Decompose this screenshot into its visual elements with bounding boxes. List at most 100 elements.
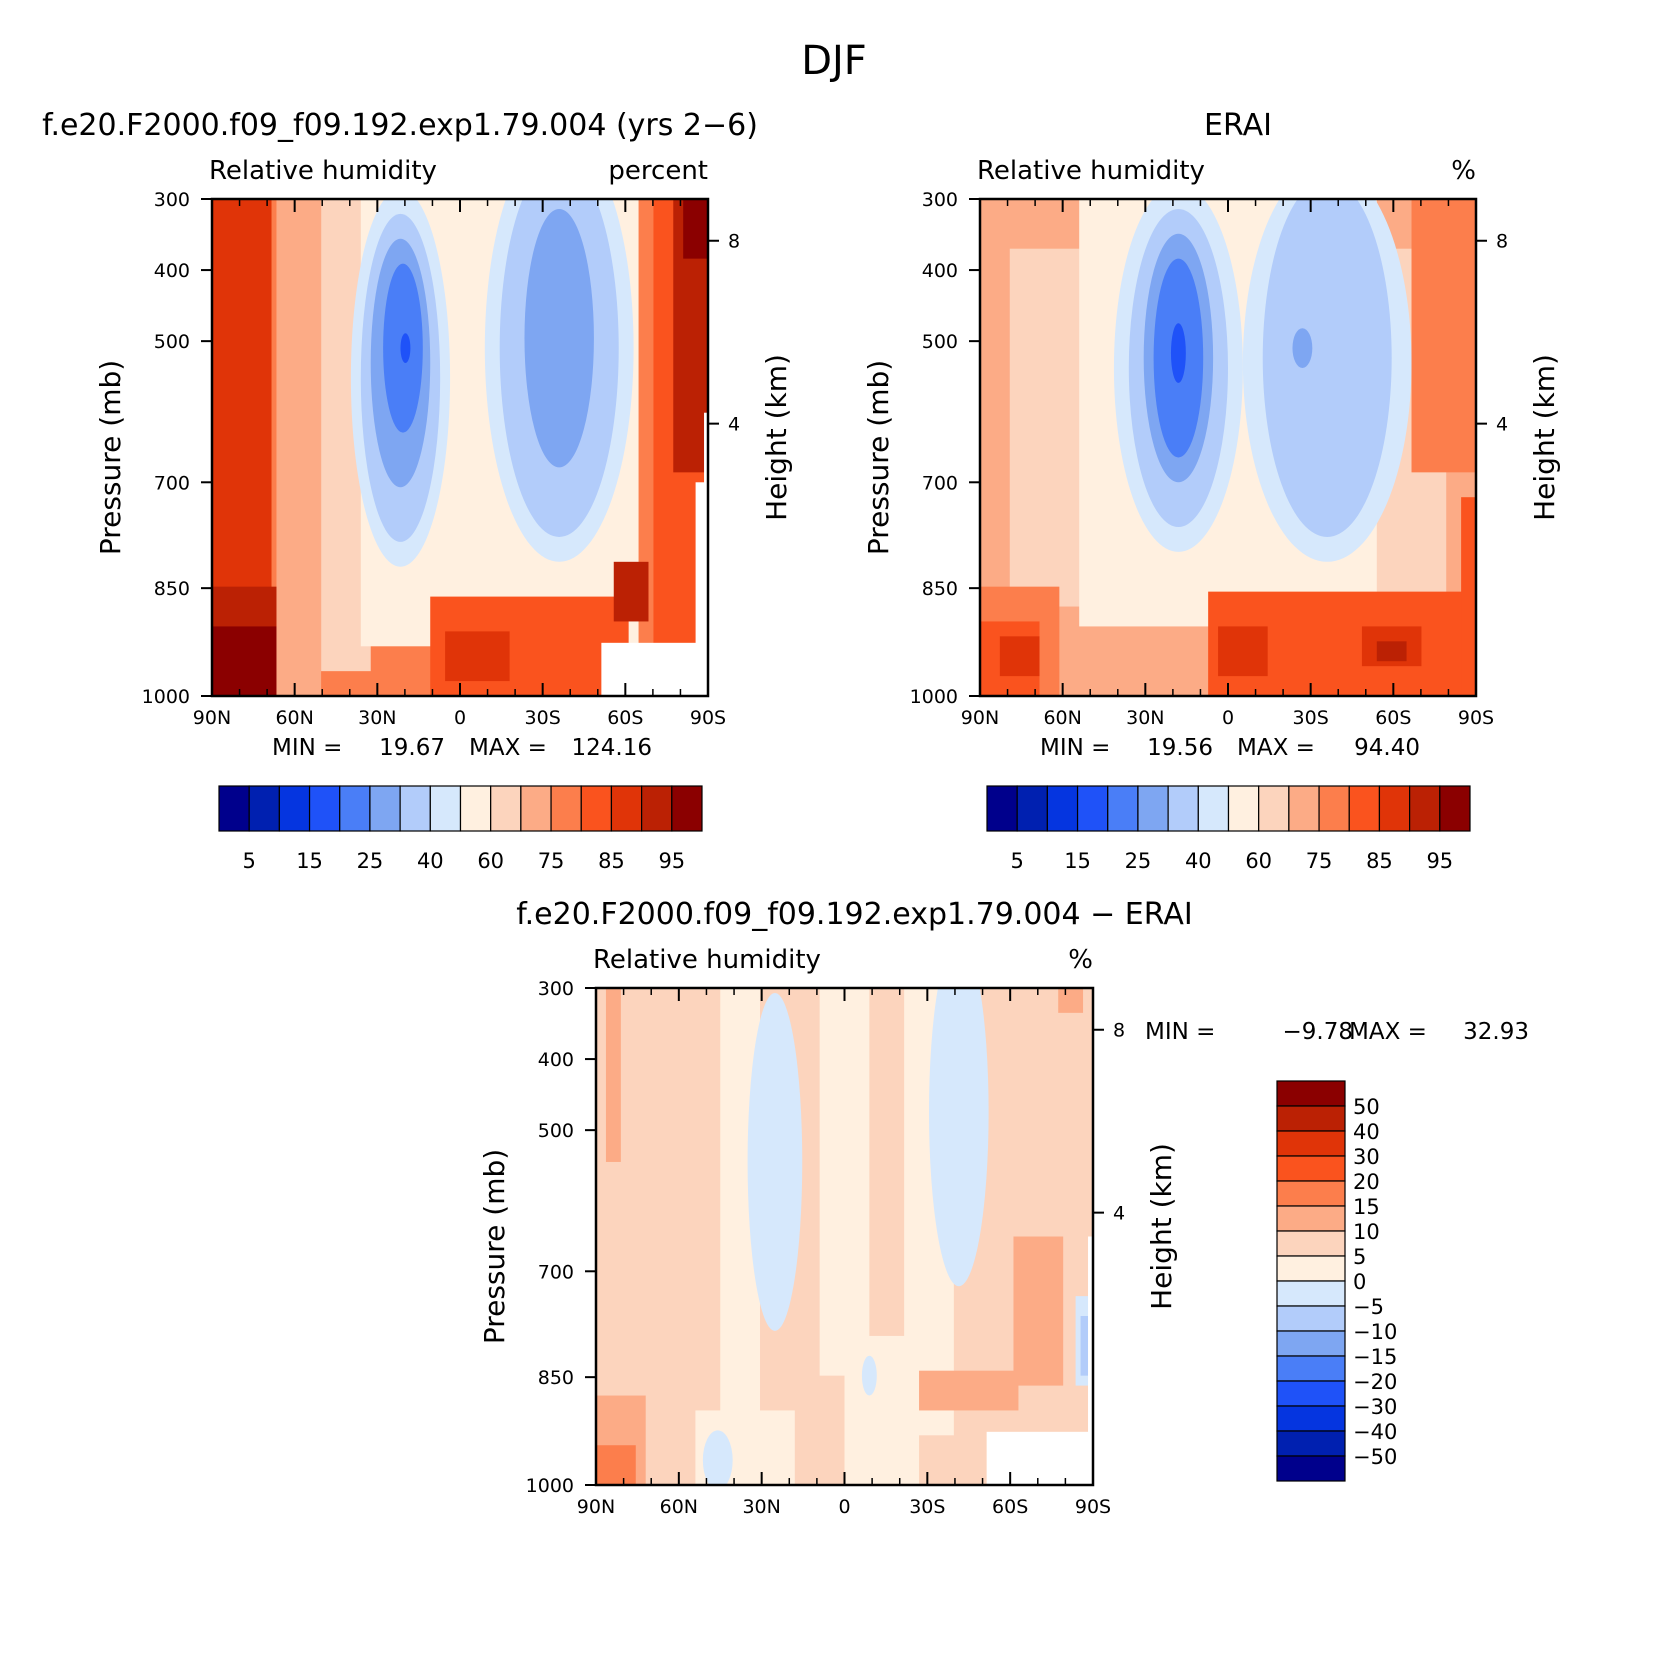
colorbar-box [1276, 1430, 1346, 1457]
x-tick-label: 30S [525, 707, 561, 729]
colorbar-box [1276, 1455, 1346, 1482]
y2-tick-label: 8 [728, 231, 740, 253]
colorbar-tick-label: 95 [658, 849, 685, 873]
min-label: MIN = [272, 735, 342, 761]
colorbar-box [641, 785, 673, 832]
panel-title: ERAI [1204, 108, 1272, 143]
colorbar-tick-label: 5 [1353, 1245, 1366, 1269]
colorbar-tick-label: −20 [1353, 1370, 1397, 1394]
y-tick-label: 400 [922, 260, 958, 282]
x-tick-label: 30N [1126, 707, 1164, 729]
colorbar-box [369, 785, 401, 832]
colorbar-box [580, 785, 613, 832]
min-label: MIN = [1040, 735, 1110, 761]
y2-tick-label: 8 [1496, 231, 1508, 253]
panel-1: 90N 60N 30N 0 30S 60S 90S 300 400 500 700 850 1000 8 4… [42, 108, 793, 873]
colorbar-box [490, 785, 522, 832]
colorbar-box [986, 785, 1018, 832]
contour-region [596, 1445, 636, 1485]
x-tick-label: 60S [607, 707, 643, 729]
contour-region [702, 1430, 733, 1485]
contour-region [1411, 199, 1476, 473]
colorbar-tick-label: −40 [1353, 1420, 1397, 1444]
panel-title: f.e20.F2000.f09_f09.192.exp1.79.004 (yrs… [42, 108, 758, 143]
min-value: 19.56 [1147, 735, 1213, 761]
colorbar-box [671, 785, 703, 832]
y-tick-label: 400 [538, 1049, 574, 1071]
units-label: percent [608, 156, 708, 186]
y-tick-label: 1000 [910, 686, 958, 708]
colorbar-tick-label: −50 [1353, 1445, 1397, 1469]
colorbar-tick-label: 25 [1125, 849, 1152, 873]
contour-region [928, 988, 989, 1287]
colorbar-tick-label: 0 [1353, 1270, 1366, 1294]
x-tick-label: 90N [577, 1496, 615, 1518]
colorbar-tick-label: 60 [1245, 849, 1272, 873]
y-tick-label: 300 [154, 189, 190, 211]
colorbar-tick-label: 5 [243, 849, 256, 873]
colorbar-box [1318, 785, 1350, 832]
colorbar-tick-label: 60 [477, 849, 504, 873]
contour-region [400, 333, 411, 364]
colorbar-box [1276, 1105, 1346, 1132]
contour-region [1080, 1316, 1091, 1376]
colorbar-tick-label: 15 [296, 849, 323, 873]
colorbar-box [1197, 785, 1230, 832]
colorbar-box [1276, 1130, 1346, 1157]
max-value: 94.40 [1354, 735, 1420, 761]
colorbar-tick-label: −15 [1353, 1345, 1397, 1369]
colorbar-box [339, 785, 371, 832]
y-tick-label: 400 [154, 260, 190, 282]
colorbar-box [218, 785, 250, 832]
x-tick-label: 30S [1293, 707, 1329, 729]
left-label: Relative humidity [209, 156, 437, 186]
colorbar-tick-label: 75 [1306, 849, 1333, 873]
contour-region [1218, 626, 1268, 677]
contour-field [980, 199, 1476, 696]
y2-axis-label: Height (km) [760, 354, 793, 521]
colorbar-box [1276, 1155, 1346, 1182]
colorbar-box [1276, 1080, 1346, 1107]
colorbar-box [1276, 1305, 1346, 1332]
x-tick-label: 0 [1222, 707, 1234, 729]
colorbar-tick-label: −5 [1353, 1295, 1384, 1319]
colorbar-box [1076, 785, 1109, 832]
left-label: Relative humidity [593, 945, 821, 975]
colorbar-box [1378, 785, 1411, 832]
y2-tick-label: 4 [728, 414, 740, 436]
y-tick-label: 500 [538, 1120, 574, 1142]
y-axis-label: Pressure (mb) [862, 360, 895, 555]
colorbar-tick-label: 95 [1426, 849, 1453, 873]
colorbar-box [1258, 785, 1290, 832]
max-label: MAX = [469, 735, 547, 761]
x-tick-label: 60N [1043, 707, 1081, 729]
contour-region [613, 561, 649, 622]
y-axis-label: Pressure (mb) [94, 360, 127, 555]
x-tick-label: 90N [193, 707, 231, 729]
contour-region [999, 636, 1040, 677]
contour-region [986, 1431, 1093, 1485]
y-tick-label: 850 [154, 578, 190, 600]
contour-region [861, 1355, 877, 1396]
y2-tick-label: 4 [1113, 1203, 1125, 1225]
min-value: −9.78 [1283, 1019, 1353, 1045]
contour-region [1013, 1236, 1064, 1386]
y-tick-label: 850 [538, 1367, 574, 1389]
colorbar-tick-label: 75 [538, 849, 565, 873]
colorbar-tick-label: 50 [1353, 1095, 1380, 1119]
colorbar-box [1439, 785, 1471, 832]
colorbar-box [1288, 785, 1320, 832]
x-tick-label: 90S [690, 707, 726, 729]
min-label: MIN = [1145, 1019, 1215, 1045]
y-tick-label: 1000 [526, 1475, 574, 1497]
max-label: MAX = [1237, 735, 1315, 761]
contour-region [1058, 988, 1084, 1013]
max-value: 32.93 [1463, 1019, 1529, 1045]
colorbar-tick-label: 10 [1353, 1220, 1380, 1244]
colorbar-box [1276, 1355, 1346, 1382]
contour-region [1376, 641, 1407, 662]
colorbar-box [1276, 1255, 1346, 1282]
contour-region [695, 482, 708, 696]
